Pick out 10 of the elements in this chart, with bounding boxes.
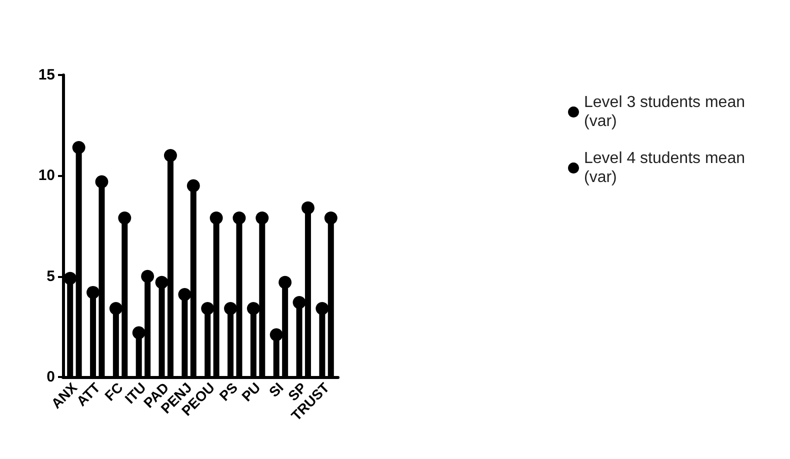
legend-label: Level 3 students mean (var)	[584, 94, 750, 130]
x-tick-label: PS	[216, 379, 241, 404]
x-tick-label: FC	[101, 379, 126, 404]
y-tick-label: 5	[46, 268, 55, 285]
x-tick-label: SI	[266, 379, 286, 400]
x-tick-label: PU	[238, 379, 264, 404]
legend-label: Level 4 students mean (var)	[584, 150, 750, 186]
y-tick-label: 0	[46, 368, 55, 386]
y-tick-label: 15	[38, 66, 55, 84]
y-tick-label: 10	[38, 167, 55, 184]
